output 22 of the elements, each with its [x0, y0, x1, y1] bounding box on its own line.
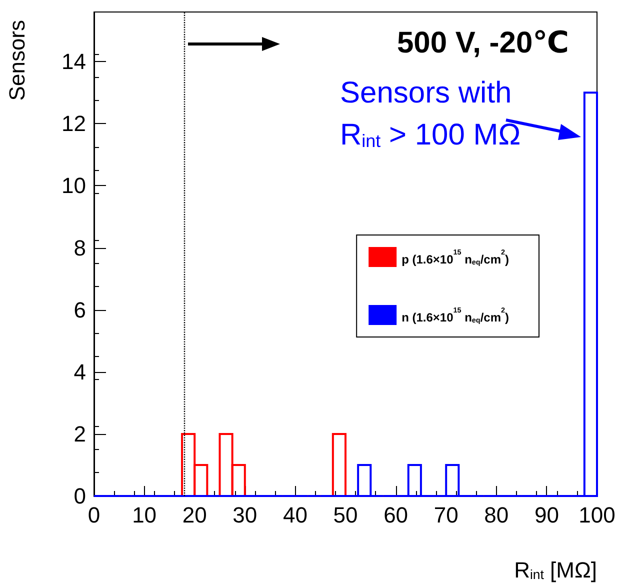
y-tick-label: 0 [74, 484, 86, 508]
x-tick-label: 70 [434, 502, 458, 528]
y-tick-label: 8 [74, 235, 86, 260]
y-tick-label: 10 [62, 173, 86, 198]
annotation: 500 V, -20℃ [397, 26, 570, 60]
x-tick-label: 90 [534, 502, 559, 528]
x-tick-label: 80 [484, 502, 509, 528]
y-tick-label: 14 [62, 49, 86, 74]
x-tick-label: 30 [232, 502, 258, 528]
annotation: Sensors with Rint > 100 MΩ [340, 76, 521, 152]
y-axis-title: Sensors [4, 20, 30, 101]
x-tick-label: 50 [333, 502, 358, 528]
y-tick-label: 2 [74, 421, 86, 446]
x-tick-label: 20 [182, 502, 207, 528]
x-axis-title: Rint [MΩ] [514, 558, 597, 582]
x-tick-label: 10 [132, 502, 157, 528]
y-tick-label: 6 [74, 297, 86, 322]
x-tick-label: 40 [282, 502, 308, 528]
y-tick-label: 4 [74, 359, 86, 384]
x-tick-label: 100 [578, 502, 616, 528]
x-tick-label: 60 [384, 502, 408, 528]
y-tick-label: 12 [62, 111, 86, 136]
